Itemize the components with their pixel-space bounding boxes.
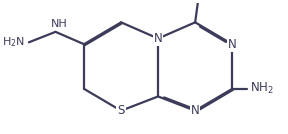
Text: H$_2$N: H$_2$N	[2, 35, 25, 49]
Text: NH: NH	[51, 19, 68, 29]
Text: N: N	[154, 32, 162, 45]
Text: N: N	[191, 104, 200, 117]
Text: S: S	[118, 104, 125, 117]
Text: N: N	[228, 38, 236, 51]
Text: NH$_2$: NH$_2$	[250, 81, 274, 96]
